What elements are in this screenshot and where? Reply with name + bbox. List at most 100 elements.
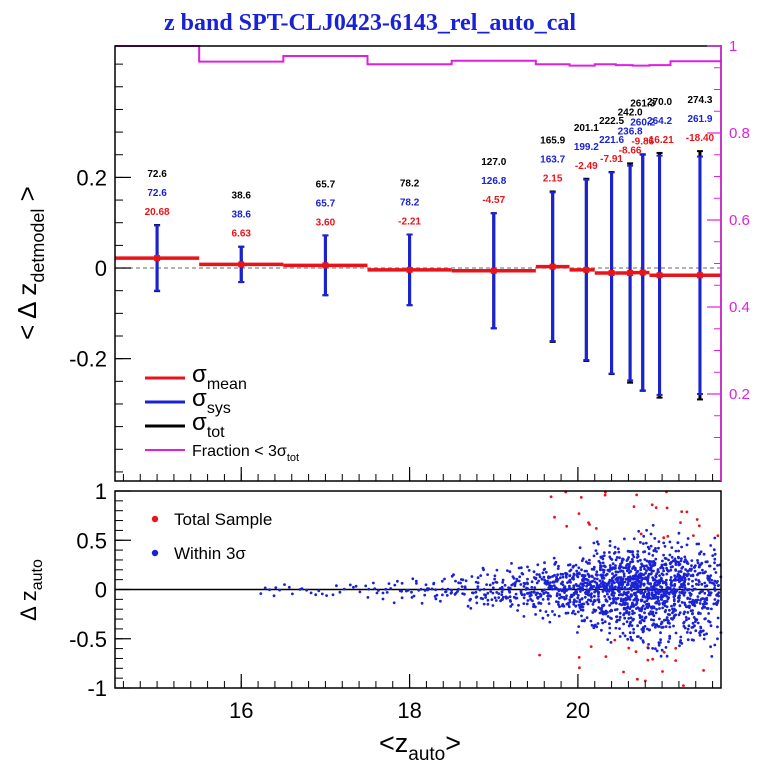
scatter-point-total (632, 505, 636, 508)
scatter-point-within (541, 598, 545, 601)
scatter-point-within (501, 598, 504, 601)
scatter-point-within (632, 598, 636, 602)
mean-marker-5 (549, 263, 556, 270)
scatter-point-within (608, 626, 612, 630)
scatter-point-within (644, 595, 647, 599)
label-sys-4: 126.8 (481, 176, 506, 187)
scatter-point-within (578, 606, 582, 609)
scatter-point-within (643, 567, 646, 571)
scatter-point-within (713, 586, 716, 590)
scatter-point-within (530, 585, 534, 589)
scatter-point-within (650, 565, 653, 569)
scatter-point-within (644, 571, 647, 575)
scatter-point-within (701, 629, 705, 633)
scatter-point-within (640, 562, 643, 566)
scatter-point-within (653, 582, 657, 586)
scatter-point-within (669, 576, 673, 579)
scatter-point-within (396, 579, 399, 583)
scatter-point-within (474, 590, 478, 594)
scatter-point-within (662, 553, 665, 557)
scatter-point-total (654, 506, 658, 510)
scatter-point-within (688, 597, 692, 601)
scatter-point-within (687, 624, 691, 628)
label-mean-5: 2.15 (543, 173, 563, 184)
scatter-point-within (639, 636, 643, 640)
scatter-point-within (381, 591, 385, 595)
scatter-point-within (542, 575, 546, 579)
scatter-point-within (572, 564, 575, 568)
scatter-point-within (713, 643, 717, 647)
scatter-point-within (691, 589, 694, 592)
scatter-point-within (626, 637, 630, 641)
scatter-point-within (597, 595, 600, 598)
scatter-point-within (576, 587, 580, 591)
scatter-point-within (610, 576, 614, 580)
scatter-point-within (665, 589, 669, 592)
scatter-point-within (645, 599, 649, 603)
scatter-point-within (618, 618, 621, 622)
scatter-point-total (594, 527, 598, 530)
scatter-point-within (577, 603, 581, 607)
scatter-point-within (665, 572, 669, 576)
scatter-point-within (635, 601, 639, 605)
top-y2tick-label-2: 0.6 (729, 212, 750, 229)
scatter-point-within (602, 568, 606, 572)
scatter-point-within (633, 611, 636, 615)
scatter-point-within (572, 592, 576, 595)
scatter-point-within (593, 609, 597, 613)
scatter-point-within (667, 558, 670, 562)
scatter-point-within (331, 593, 335, 597)
scatter-point-within (596, 573, 599, 577)
scatter-point-within (636, 555, 640, 558)
scatter-point-within (551, 587, 554, 591)
scatter-point-within (537, 579, 540, 583)
scatter-point-within (709, 624, 713, 628)
scatter-point-within (694, 629, 698, 633)
scatter-point-total (665, 506, 669, 510)
scatter-point-within (602, 576, 606, 580)
scatter-point-within (272, 594, 276, 598)
scatter-point-within (561, 572, 565, 576)
scatter-point-within (454, 579, 457, 583)
scatter-point-within (700, 561, 704, 565)
scatter-point-within (597, 600, 601, 604)
scatter-point-within (590, 567, 594, 571)
scatter-point-within (578, 546, 582, 550)
scatter-point-within (625, 559, 629, 562)
scatter-point-within (618, 627, 621, 630)
scatter-point-within (660, 585, 664, 589)
scatter-point-within (717, 591, 721, 594)
scatter-point-within (514, 592, 518, 596)
scatter-point-within (672, 587, 676, 591)
scatter-point-within (610, 593, 614, 597)
scatter-point-within (698, 571, 702, 575)
scatter-point-within (626, 581, 630, 585)
scatter-point-within (553, 573, 556, 577)
legend-label-2: σtot (192, 409, 225, 441)
scatter-point-within (657, 592, 660, 596)
scatter-point-within (543, 567, 547, 571)
scatter-point-within (578, 572, 581, 576)
scatter-point-within (608, 564, 612, 567)
scatter-point-within (713, 598, 717, 601)
scatter-point-within (658, 607, 661, 610)
scatter-point-within (662, 618, 666, 622)
scatter-point-within (486, 598, 490, 602)
scatter-point-within (712, 602, 716, 606)
scatter-point-within (441, 593, 444, 597)
scatter-point-within (633, 591, 636, 595)
scatter-point-within (576, 610, 580, 614)
scatter-point-within (601, 574, 605, 577)
scatter-point-within (561, 580, 564, 584)
scatter-point-within (713, 589, 717, 592)
scatter-point-within (591, 611, 595, 614)
scatter-point-within (608, 568, 611, 572)
bottom-ytick-label-1: -0.5 (69, 627, 107, 652)
scatter-point-within (618, 611, 622, 615)
scatter-point-within (670, 588, 674, 592)
scatter-point-within (703, 617, 707, 621)
scatter-point-within (516, 609, 519, 612)
scatter-point-within (509, 605, 513, 608)
scatter-point-within (602, 603, 606, 607)
scatter-point-within (640, 578, 643, 582)
